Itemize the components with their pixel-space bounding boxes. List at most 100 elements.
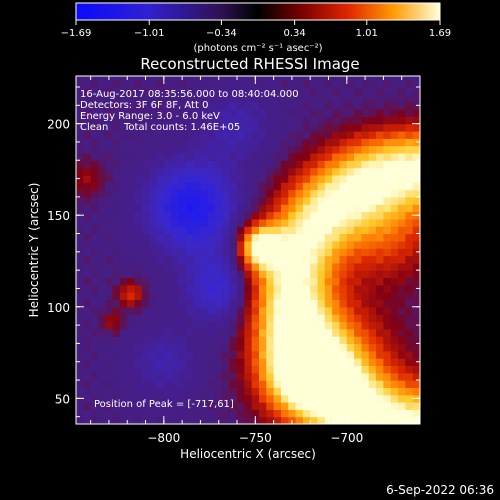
heatmap-cell [258,130,267,139]
heatmap-cell [310,387,319,396]
heatmap-cell [112,314,121,323]
heatmap-cell [229,174,238,183]
heatmap-cell [376,262,385,271]
heatmap-cell [119,321,128,330]
heatmap-cell [302,86,311,95]
heatmap-cell [288,306,297,315]
heatmap-cell [127,416,136,424]
heatmap-cell [156,387,165,396]
heatmap-cell [354,350,363,359]
heatmap-cell [222,138,231,147]
heatmap-cell [412,204,420,213]
heatmap-cell [258,196,267,205]
heatmap-cell [207,123,216,132]
heatmap-cell [90,277,99,286]
heatmap-cell [390,270,399,279]
heatmap-cell [134,138,143,147]
heatmap-cell [302,182,311,191]
heatmap-cell [112,262,121,271]
heatmap-cell [97,86,106,95]
heatmap-cell [207,167,216,176]
heatmap-cell [251,94,260,103]
heatmap-cell [149,123,158,132]
heatmap-cell [390,416,399,424]
heatmap-cell [354,284,363,293]
heatmap-cell [310,299,319,308]
heatmap-cell [295,372,304,381]
heatmap-cell [244,76,253,81]
heatmap-cell [207,94,216,103]
heatmap-cell [280,321,289,330]
heatmap-cell [280,372,289,381]
heatmap-cell [251,138,260,147]
heatmap-cell [390,328,399,337]
heatmap-cell [229,152,238,161]
heatmap-cell [244,292,253,301]
heatmap-cell [229,79,238,88]
heatmap-cell [215,262,223,271]
heatmap-cell [376,218,385,227]
heatmap-cell [368,314,377,323]
heatmap-cell [383,328,392,337]
heatmap-cell [163,76,172,81]
heatmap-cell [361,328,370,337]
heatmap-cell [339,226,348,235]
heatmap-cell [90,416,99,424]
heatmap-cell [405,255,414,264]
heatmap-cell [215,86,223,95]
heatmap-cell [141,314,150,323]
heatmap-cell [280,138,289,147]
heatmap-cell [302,365,311,374]
heatmap-cell [193,211,202,220]
heatmap-cell [171,218,180,227]
heatmap-cell [185,380,194,388]
heatmap-cell [368,365,377,374]
heatmap-cell [171,394,180,403]
heatmap-cell [229,358,238,366]
heatmap-cell [302,240,311,249]
heatmap-cell [163,372,172,381]
heatmap-cell [390,145,399,154]
heatmap-cell [97,277,106,286]
heatmap-cell [368,86,377,95]
heatmap-cell [288,196,297,205]
heatmap-cell [149,380,158,388]
heatmap-cell [324,336,333,345]
heatmap-cell [134,94,143,103]
heatmap-cell [412,167,420,176]
heatmap-cell [112,248,121,257]
heatmap-cell [156,204,165,213]
colorbar-tick-label: −1.01 [134,28,165,39]
heatmap-cell [105,182,114,191]
heatmap-cell [244,321,253,330]
heatmap-cell [163,204,172,213]
heatmap-cell [368,79,377,88]
heatmap-cell [112,130,121,139]
heatmap-cell [317,145,326,154]
heatmap-cell [119,306,128,315]
heatmap-cell [310,409,319,418]
heatmap-cell [273,130,282,139]
heatmap-cell [354,314,363,323]
heatmap-cell [207,365,216,374]
heatmap-cell [302,321,311,330]
heatmap-cell [317,402,326,410]
heatmap-cell [354,358,363,366]
x-axis-label: Heliocentric X (arcsec) [180,447,316,461]
heatmap-cell [383,394,392,403]
heatmap-cell [412,314,420,323]
heatmap-cell [258,123,267,132]
heatmap-cell [354,402,363,410]
heatmap-cell [376,416,385,424]
heatmap-cell [280,402,289,410]
heatmap-cell [83,86,92,95]
heatmap-cell [332,240,341,249]
heatmap-cell [390,314,399,323]
heatmap-cell [280,94,289,103]
heatmap-cell [346,350,355,359]
heatmap-cell [134,233,143,242]
heatmap-cell [178,130,187,139]
heatmap-cell [237,292,245,301]
heatmap-cell [105,255,114,264]
heatmap-cell [361,380,370,388]
